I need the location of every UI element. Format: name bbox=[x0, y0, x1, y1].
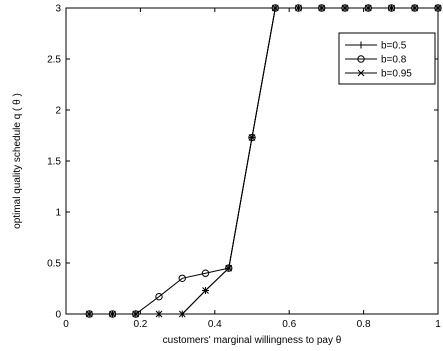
x-tick-label: 0.8 bbox=[357, 319, 371, 330]
y-tick-label: 0 bbox=[55, 310, 61, 321]
y-tick-label: 2 bbox=[55, 106, 61, 117]
series-3-point bbox=[225, 264, 233, 272]
x-tick-label: 1 bbox=[435, 319, 441, 330]
legend: b=0.5 b=0.8 b=0.95 bbox=[338, 32, 436, 85]
x-tick-label: 0 bbox=[63, 319, 69, 330]
legend-marker bbox=[357, 69, 365, 77]
x-axis-label: customers' marginal willingness to pay θ bbox=[163, 335, 342, 346]
x-tick-label: 0.6 bbox=[282, 319, 296, 330]
x-tick-label: 0.4 bbox=[208, 319, 222, 330]
legend-marker bbox=[357, 41, 365, 49]
legend-label: b=0.8 bbox=[381, 55, 407, 66]
series-3-point bbox=[202, 287, 209, 294]
series-2-point bbox=[225, 264, 233, 272]
legend-entry-3: b=0.95 bbox=[345, 69, 412, 80]
series-2-point bbox=[178, 274, 186, 282]
series-2-point bbox=[155, 292, 163, 301]
series-2-point bbox=[248, 133, 256, 142]
legend-items: b=0.5 b=0.8 b=0.95 bbox=[345, 41, 412, 80]
y-tick-label: 3 bbox=[55, 4, 61, 15]
legend-entry-1: b=0.5 bbox=[345, 41, 407, 52]
series-2-point bbox=[201, 269, 210, 277]
legend-entry-2: b=0.8 bbox=[345, 55, 407, 66]
legend-marker bbox=[357, 55, 365, 63]
y-tick-label: 0.5 bbox=[47, 259, 61, 270]
y-axis-label: optimal quality schedule q ( θ ) bbox=[12, 93, 23, 229]
series-3-point bbox=[248, 134, 256, 141]
legend-label: b=0.5 bbox=[381, 41, 407, 52]
legend-label: b=0.95 bbox=[381, 69, 412, 80]
y-tick-label: 1 bbox=[55, 208, 61, 219]
x-tick-label: 0.2 bbox=[133, 319, 147, 330]
ticks-layer: 0 0.2 0.4 0.6 0.8 1 0 0.5 1 1.5 2 2.5 3 bbox=[47, 4, 441, 331]
y-tick-label: 1.5 bbox=[47, 157, 61, 168]
y-tick-label: 2.5 bbox=[47, 55, 61, 66]
